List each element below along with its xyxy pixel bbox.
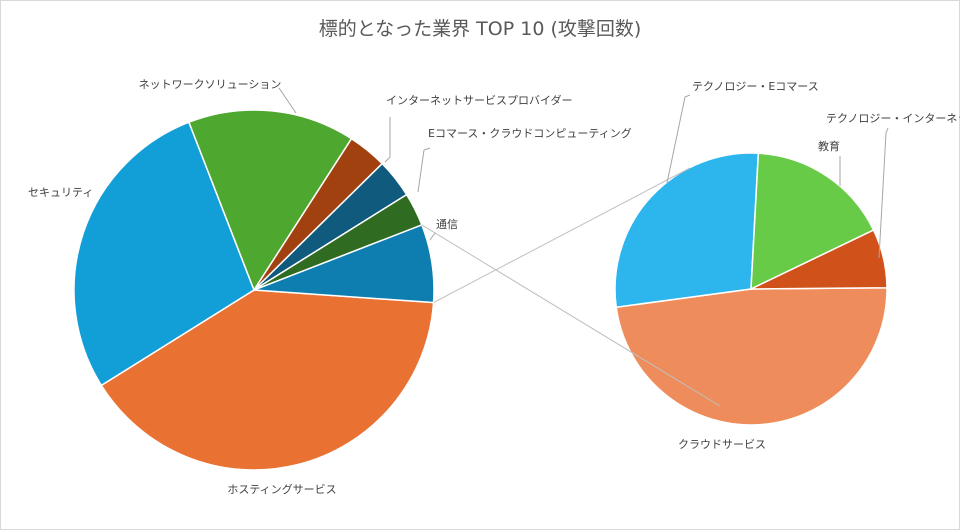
data-label: 教育 [818,139,840,153]
main-pie-slice [187,109,353,292]
data-label: 通信 [436,218,458,231]
data-label: テクノロジー・インターネット [826,112,960,125]
label-leader-line [429,232,436,241]
data-label: テクノロジー・Eコマース [692,80,819,93]
data-label: セキュリティ [28,186,93,199]
data-label: Eコマース・クラウドコンピューティング [428,126,632,140]
series-connector-line [421,224,721,407]
label-leader-line [666,94,691,184]
data-label: ネットワークソリューション [139,78,282,91]
secondary-pie-slice [750,152,875,291]
data-label: インターネットサービスプロバイダー [386,93,573,107]
chart-title: 標的となった業界 TOP 10 (攻撃回数) [318,18,642,40]
main-pie-slice [100,289,435,471]
series-connector-line [433,167,691,303]
data-label: ホスティングサービス [227,482,336,496]
secondary-pie-slice [750,229,888,290]
data-label: クラウドサービス [678,438,766,451]
main-pie-slice [73,121,255,387]
label-leader-line [384,117,391,163]
label-leader-line [878,127,889,259]
label-leader-line [278,87,297,114]
label-leader-line [417,147,431,193]
secondary-pie-slice [615,287,888,426]
secondary-pie-slice [614,152,760,309]
